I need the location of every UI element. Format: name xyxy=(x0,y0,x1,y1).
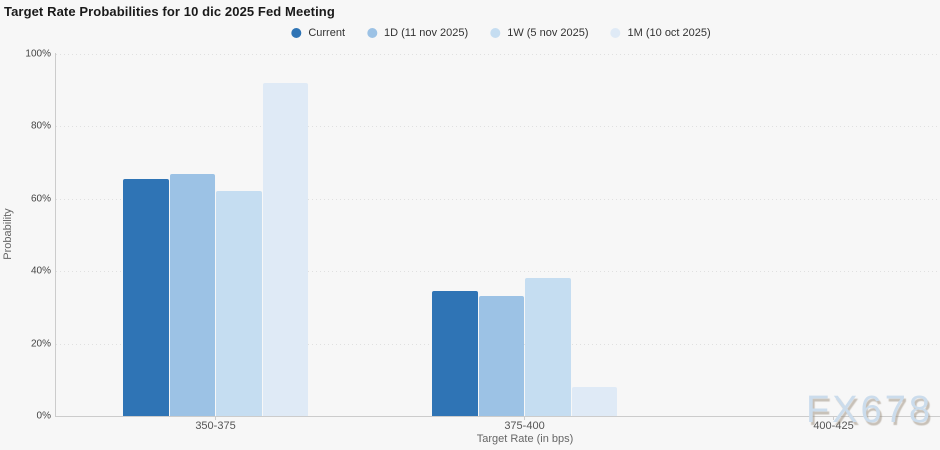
y-axis-line xyxy=(55,53,56,416)
bar[interactable] xyxy=(169,173,215,416)
chart-title: Target Rate Probabilities for 10 dic 202… xyxy=(4,4,335,19)
y-axis-tick-label: 40% xyxy=(30,265,51,277)
legend-item[interactable]: 1M (10 oct 2025) xyxy=(610,27,711,39)
legend-label: 1D (11 nov 2025) xyxy=(384,27,469,39)
bar[interactable] xyxy=(262,83,308,416)
y-axis-title: Probability xyxy=(2,208,14,260)
x-axis-tick-label: 375-400 xyxy=(504,420,545,432)
legend-label: Current xyxy=(308,27,346,39)
x-axis-tick xyxy=(215,416,216,420)
y-axis-tick-label: 20% xyxy=(30,338,51,349)
gridline xyxy=(56,126,940,127)
x-axis-line xyxy=(55,416,940,417)
y-axis-tick-label: 80% xyxy=(30,120,51,132)
legend-label: 1M (10 oct 2025) xyxy=(627,27,711,39)
gridline xyxy=(56,271,940,272)
legend-marker-icon xyxy=(490,28,501,38)
legend-marker-icon xyxy=(610,28,621,38)
legend-item[interactable]: 1W (5 nov 2025) xyxy=(490,27,589,39)
legend-label: 1W (5 nov 2025) xyxy=(507,27,589,39)
gridline xyxy=(56,53,940,55)
watermark: FX678 xyxy=(806,389,933,431)
legend-item[interactable]: Current xyxy=(291,27,345,39)
bar[interactable] xyxy=(216,191,262,416)
bar[interactable] xyxy=(123,179,169,416)
x-axis-title: Target Rate (in bps) xyxy=(476,433,574,445)
bar[interactable] xyxy=(525,278,571,416)
bar[interactable] xyxy=(478,296,524,416)
legend-marker-icon xyxy=(367,28,378,38)
x-axis-tick-label: 350-375 xyxy=(195,420,236,432)
x-axis-tick xyxy=(833,416,834,420)
y-axis-tick-label: 100% xyxy=(25,48,51,59)
legend-item[interactable]: 1D (11 nov 2025) xyxy=(367,27,468,39)
y-axis-tick-label: 60% xyxy=(30,193,51,204)
gridline xyxy=(56,198,940,200)
x-axis-tick xyxy=(524,416,525,420)
bar[interactable] xyxy=(432,290,478,416)
x-axis-tick-label: 400-425 xyxy=(813,420,854,432)
legend: Current 1D (11 nov 2025) 1W (5 nov 2025) 1M… xyxy=(291,27,711,39)
legend-marker-icon xyxy=(291,28,302,38)
bar[interactable] xyxy=(571,387,617,416)
y-axis-tick-label: 0% xyxy=(36,410,51,422)
